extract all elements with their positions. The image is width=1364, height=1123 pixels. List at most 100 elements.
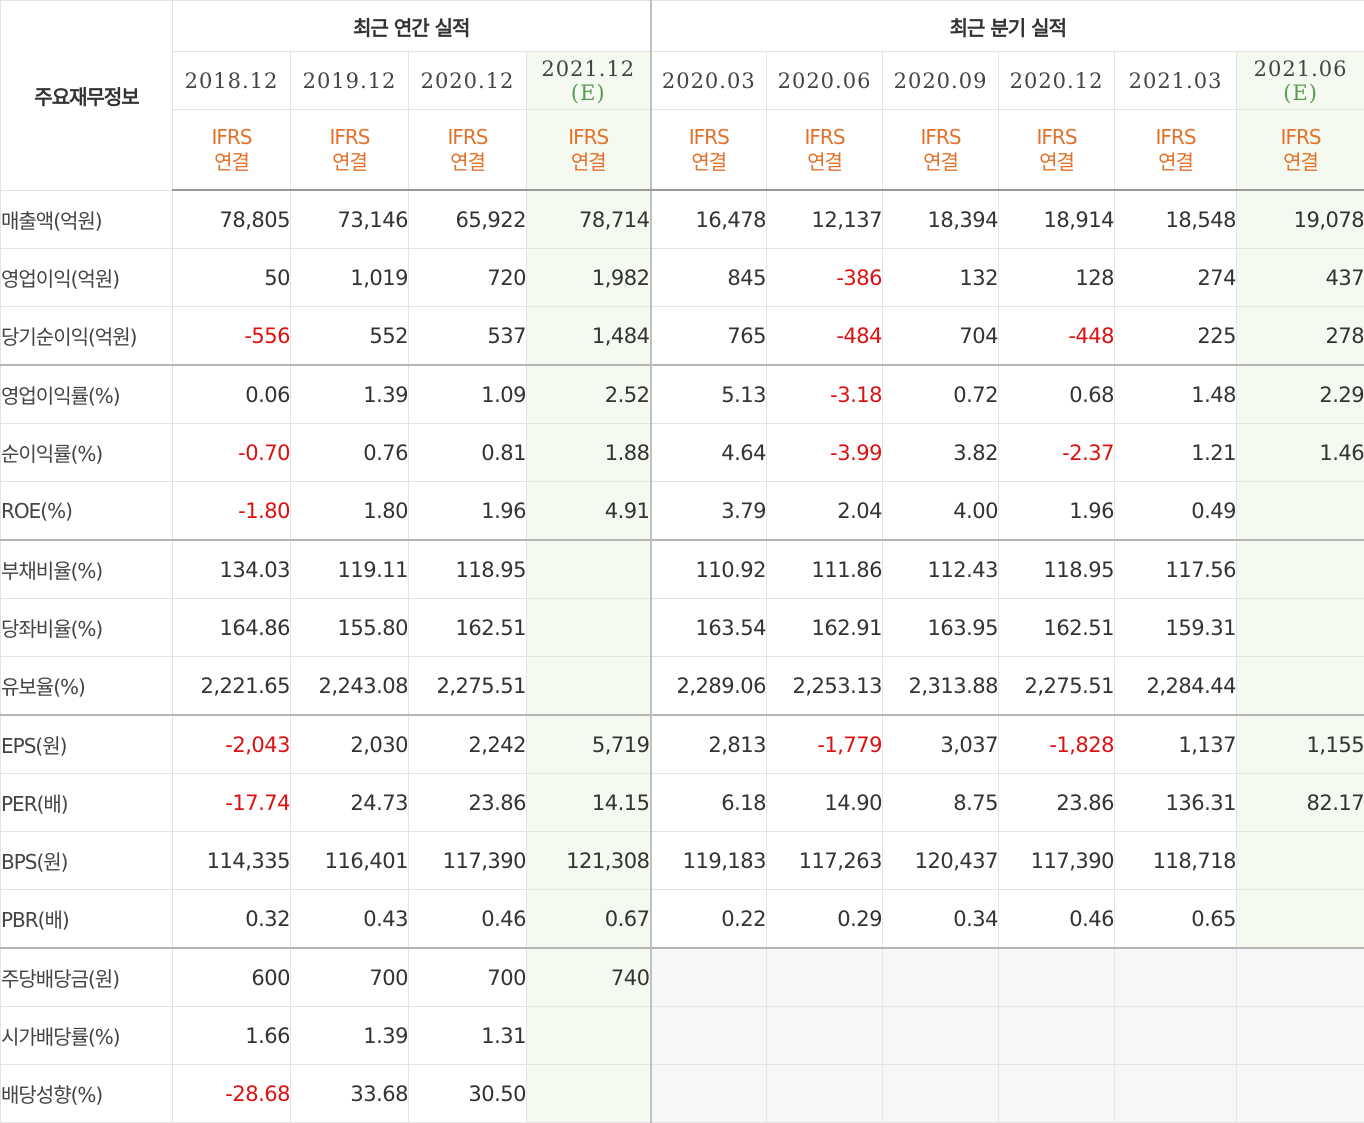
value-cell — [767, 948, 883, 1007]
value-cell: 134.03 — [173, 540, 291, 599]
consolidated-label: 연결 — [291, 150, 408, 175]
value-cell: 118.95 — [999, 540, 1115, 599]
consolidated-label: 연결 — [1115, 150, 1236, 175]
value-cell: 117,263 — [767, 832, 883, 890]
value-cell: 0.46 — [999, 890, 1115, 949]
value-cell: 24.73 — [291, 774, 409, 832]
value-cell: -2.37 — [999, 424, 1115, 482]
consolidated-label: 연결 — [173, 150, 290, 175]
value-cell — [1237, 1007, 1364, 1065]
value-cell — [651, 1065, 767, 1123]
value-cell: 2.04 — [767, 482, 883, 541]
value-cell: 1.09 — [409, 365, 527, 424]
value-cell: 278 — [1237, 307, 1364, 366]
value-cell: 18,914 — [999, 190, 1115, 249]
value-cell: 78,714 — [527, 190, 651, 249]
row-label: 매출액(억원) — [1, 190, 173, 249]
value-cell: 14.90 — [767, 774, 883, 832]
period-header: 2021.03 — [1115, 52, 1237, 110]
value-cell: 78,805 — [173, 190, 291, 249]
value-cell — [767, 1065, 883, 1123]
period-label: 2019.12 — [291, 69, 408, 93]
value-cell: 4.91 — [527, 482, 651, 541]
value-cell: 740 — [527, 948, 651, 1007]
value-cell: 117,390 — [409, 832, 527, 890]
value-cell — [527, 1065, 651, 1123]
value-cell: -386 — [767, 249, 883, 307]
value-cell: 0.46 — [409, 890, 527, 949]
value-cell — [527, 599, 651, 657]
row-label: 부채비율(%) — [1, 540, 173, 599]
value-cell: 120,437 — [883, 832, 999, 890]
value-cell: -484 — [767, 307, 883, 366]
value-cell: 2,289.06 — [651, 657, 767, 716]
value-cell: 110.92 — [651, 540, 767, 599]
value-cell: 2,242 — [409, 715, 527, 774]
value-cell: 0.32 — [173, 890, 291, 949]
ifrs-label: IFRS — [999, 125, 1114, 150]
value-cell: 2,030 — [291, 715, 409, 774]
value-cell — [883, 1007, 999, 1065]
row-label: EPS(원) — [1, 715, 173, 774]
period-label: 2018.12 — [173, 69, 290, 93]
value-cell: 23.86 — [409, 774, 527, 832]
consolidated-label: 연결 — [409, 150, 526, 175]
value-cell: 2,253.13 — [767, 657, 883, 716]
value-cell: 1.21 — [1115, 424, 1237, 482]
value-cell: 0.29 — [767, 890, 883, 949]
consolidated-label: 연결 — [883, 150, 998, 175]
row-label: ROE(%) — [1, 482, 173, 541]
value-cell — [999, 1065, 1115, 1123]
period-header: 2020.06 — [767, 52, 883, 110]
row-label: 당좌비율(%) — [1, 599, 173, 657]
value-cell: 117.56 — [1115, 540, 1237, 599]
value-cell: 121,308 — [527, 832, 651, 890]
value-cell: 4.64 — [651, 424, 767, 482]
period-header: 2020.12 — [409, 52, 527, 110]
period-header: 2019.12 — [291, 52, 409, 110]
value-cell: 114,335 — [173, 832, 291, 890]
value-cell: 1.88 — [527, 424, 651, 482]
value-cell: -448 — [999, 307, 1115, 366]
estimate-mark: (E) — [1237, 81, 1364, 105]
value-cell: 537 — [409, 307, 527, 366]
consolidated-label: 연결 — [527, 150, 650, 175]
value-cell: 118,718 — [1115, 832, 1237, 890]
value-cell: 274 — [1115, 249, 1237, 307]
value-cell — [883, 948, 999, 1007]
value-cell: 1,155 — [1237, 715, 1364, 774]
value-cell: 1.96 — [999, 482, 1115, 541]
value-cell: 0.65 — [1115, 890, 1237, 949]
period-label: 2021.03 — [1115, 69, 1236, 93]
quarter-group-header: 최근 분기 실적 — [651, 1, 1364, 52]
value-cell: 0.76 — [291, 424, 409, 482]
period-header: 2021.06(E) — [1237, 52, 1364, 110]
label-column-header: 주요재무정보 — [1, 1, 173, 191]
value-cell — [1237, 832, 1364, 890]
value-cell — [999, 948, 1115, 1007]
value-cell — [883, 1065, 999, 1123]
row-label: 영업이익(억원) — [1, 249, 173, 307]
ifrs-label: IFRS — [883, 125, 998, 150]
row-label: BPS(원) — [1, 832, 173, 890]
value-cell: 1.66 — [173, 1007, 291, 1065]
value-cell — [1115, 1007, 1237, 1065]
value-cell — [1237, 1065, 1364, 1123]
ifrs-label: IFRS — [409, 125, 526, 150]
period-label: 2020.12 — [999, 69, 1114, 93]
value-cell: 2.29 — [1237, 365, 1364, 424]
value-cell: 6.18 — [651, 774, 767, 832]
